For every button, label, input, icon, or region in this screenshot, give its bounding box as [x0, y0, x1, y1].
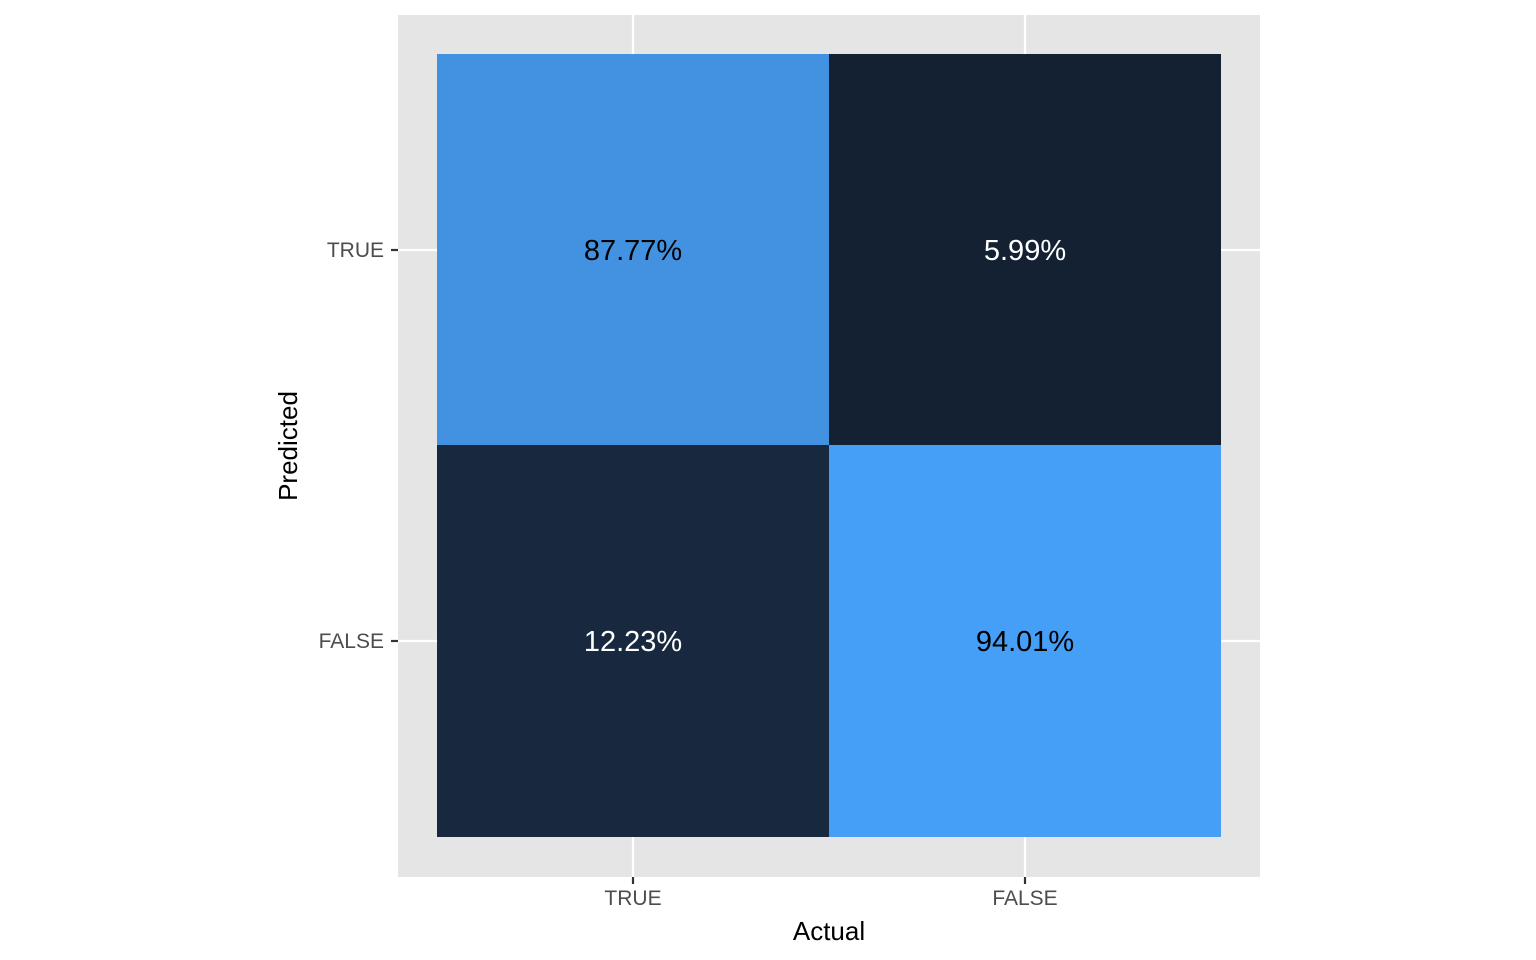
- y-axis-title: Predicted: [273, 391, 303, 501]
- cell-value-labels: 87.77% 5.99% 12.23% 94.01%: [584, 235, 1074, 658]
- x-tick-label-false: FALSE: [992, 887, 1057, 910]
- heatmap-cell-actual-false-predicted-true: [829, 54, 1221, 446]
- cell-label-actual-false-predicted-false: 94.01%: [976, 626, 1074, 658]
- x-tick-label-true: TRUE: [604, 887, 661, 910]
- heatmap-cell-actual-true-predicted-false: [437, 445, 829, 837]
- y-tick-label-true: TRUE: [327, 239, 384, 262]
- heatmap-cell-actual-false-predicted-false: [829, 445, 1221, 837]
- y-tick-label-false: FALSE: [319, 630, 384, 653]
- cell-label-actual-false-predicted-true: 5.99%: [984, 235, 1066, 267]
- heatmap-cell-actual-true-predicted-true: [437, 54, 829, 446]
- y-axis-ticks: TRUE FALSE: [319, 239, 398, 653]
- cell-label-actual-true-predicted-true: 87.77%: [584, 235, 682, 267]
- x-axis-title: Actual: [793, 916, 865, 946]
- cell-label-actual-true-predicted-false: 12.23%: [584, 626, 682, 658]
- heatmap-cells: [437, 54, 1221, 837]
- x-axis-ticks: TRUE FALSE: [604, 877, 1058, 910]
